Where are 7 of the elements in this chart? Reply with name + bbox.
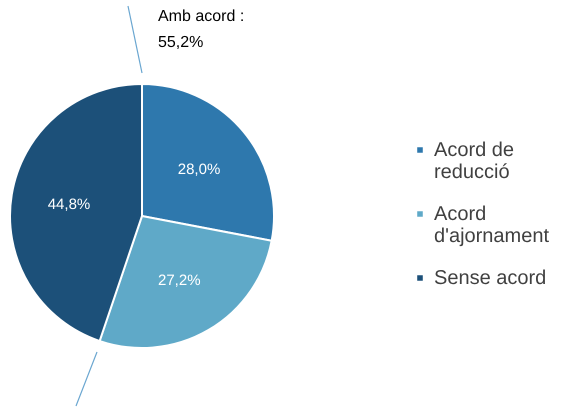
legend-label: Acord d'ajornament	[434, 203, 550, 247]
legend-label: Sense acord	[434, 267, 546, 289]
data-label: 27,2%	[158, 272, 201, 289]
data-label: 44,8%	[48, 196, 90, 213]
text: Amb acord : 55,2%	[158, 8, 244, 51]
data-label: 28,0%	[178, 160, 220, 178]
legend-label: Acord de reducció	[434, 139, 514, 183]
